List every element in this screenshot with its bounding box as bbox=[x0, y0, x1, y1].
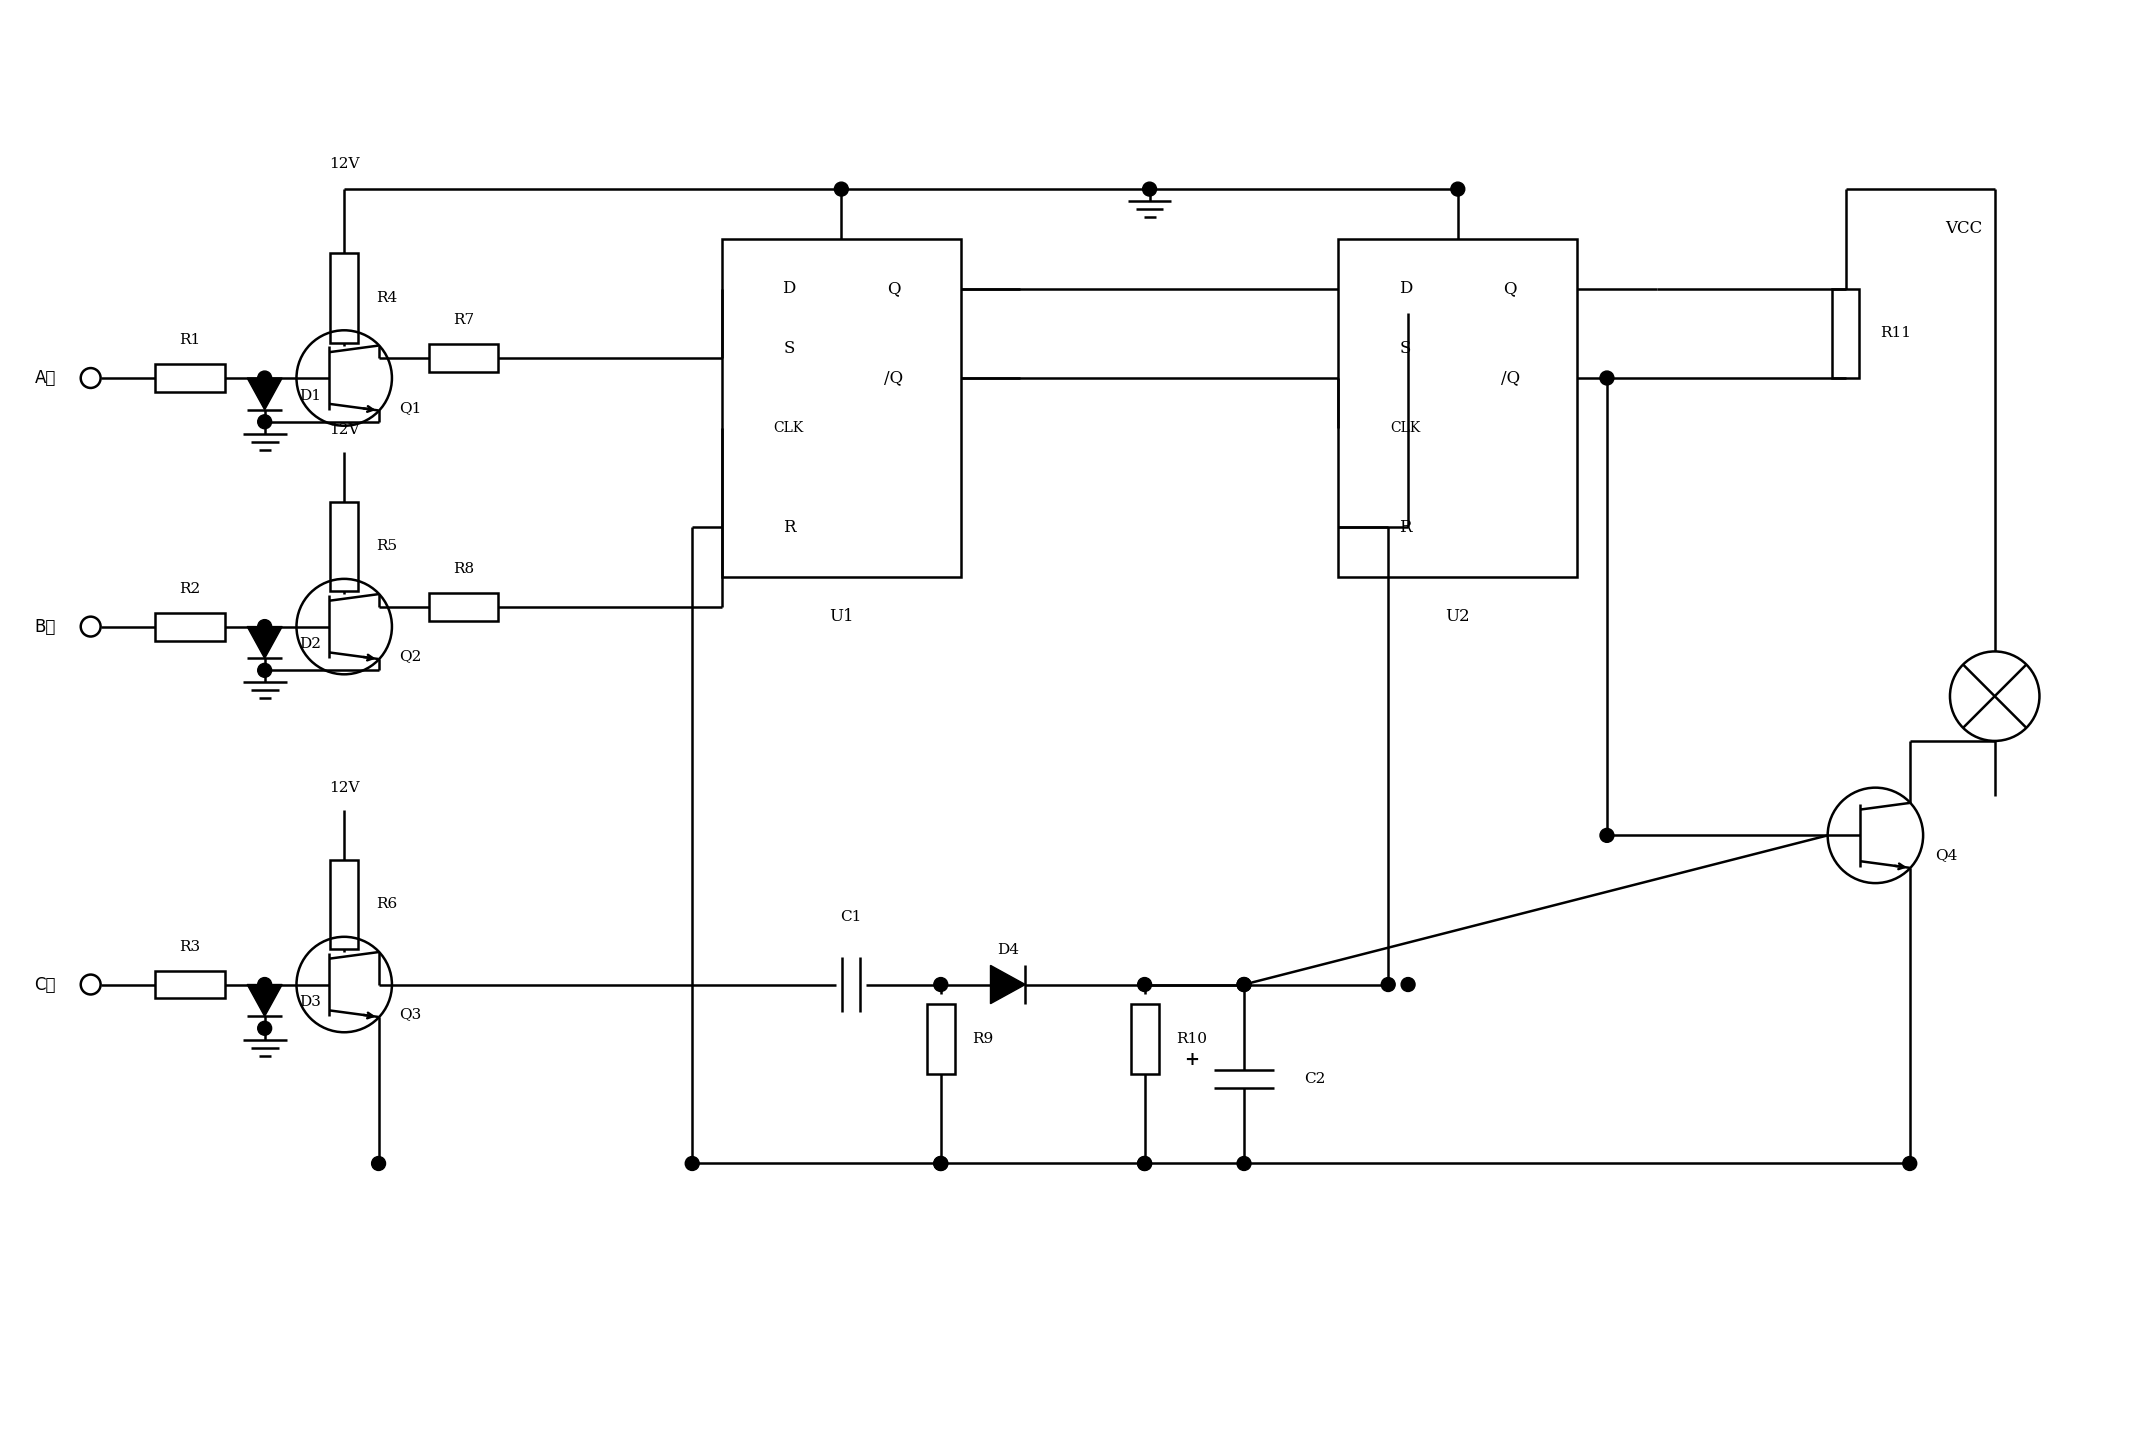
Text: U1: U1 bbox=[829, 609, 854, 625]
Circle shape bbox=[1138, 977, 1151, 992]
Text: S: S bbox=[1399, 339, 1412, 357]
Text: R11: R11 bbox=[1881, 326, 1911, 341]
Bar bbox=[1339, 239, 1577, 577]
Circle shape bbox=[934, 977, 947, 992]
Circle shape bbox=[258, 977, 271, 992]
Text: Q4: Q4 bbox=[1935, 849, 1958, 862]
Bar bbox=[329, 502, 357, 591]
Text: R1: R1 bbox=[179, 333, 200, 347]
Polygon shape bbox=[247, 984, 282, 1016]
Text: /Q: /Q bbox=[884, 370, 904, 386]
Text: R5: R5 bbox=[377, 539, 398, 553]
Text: R9: R9 bbox=[973, 1032, 994, 1047]
Text: R8: R8 bbox=[452, 562, 473, 577]
Bar bbox=[428, 344, 499, 373]
Circle shape bbox=[258, 664, 271, 677]
Text: CLK: CLK bbox=[775, 421, 805, 435]
Circle shape bbox=[1902, 1156, 1917, 1171]
Bar bbox=[329, 859, 357, 949]
Circle shape bbox=[1143, 182, 1156, 197]
Circle shape bbox=[1237, 977, 1250, 992]
Bar bbox=[428, 593, 499, 620]
Text: Q2: Q2 bbox=[398, 649, 422, 664]
Polygon shape bbox=[247, 626, 282, 658]
Text: C1: C1 bbox=[841, 910, 863, 925]
Text: Q: Q bbox=[1504, 280, 1517, 297]
Text: D2: D2 bbox=[299, 638, 321, 651]
Polygon shape bbox=[247, 379, 282, 409]
Bar bbox=[928, 1005, 955, 1075]
Circle shape bbox=[1599, 828, 1614, 843]
Circle shape bbox=[1237, 977, 1250, 992]
Circle shape bbox=[934, 1156, 947, 1171]
Circle shape bbox=[1237, 1156, 1250, 1171]
Circle shape bbox=[1450, 182, 1466, 197]
Text: Q3: Q3 bbox=[398, 1008, 422, 1021]
Text: R3: R3 bbox=[179, 939, 200, 954]
Circle shape bbox=[1138, 1156, 1151, 1171]
Bar bbox=[155, 971, 226, 999]
Text: R: R bbox=[783, 518, 794, 536]
Text: 12V: 12V bbox=[329, 780, 359, 795]
Text: R4: R4 bbox=[377, 291, 398, 304]
Text: U2: U2 bbox=[1446, 609, 1470, 625]
Circle shape bbox=[1382, 977, 1394, 992]
Bar bbox=[155, 364, 226, 392]
Circle shape bbox=[684, 1156, 699, 1171]
Text: /Q: /Q bbox=[1500, 370, 1519, 386]
Bar bbox=[329, 253, 357, 342]
Text: A相: A相 bbox=[34, 368, 56, 387]
Text: R10: R10 bbox=[1177, 1032, 1207, 1047]
Text: 12V: 12V bbox=[329, 157, 359, 172]
Text: C相: C相 bbox=[34, 976, 56, 993]
Text: Q: Q bbox=[887, 280, 900, 297]
Text: 12V: 12V bbox=[329, 424, 359, 437]
Bar bbox=[155, 613, 226, 641]
Circle shape bbox=[934, 1156, 947, 1171]
Text: +: + bbox=[1184, 1051, 1199, 1069]
Circle shape bbox=[1138, 1156, 1151, 1171]
Bar bbox=[723, 239, 960, 577]
Polygon shape bbox=[990, 965, 1024, 1003]
Text: D4: D4 bbox=[996, 942, 1018, 957]
Circle shape bbox=[835, 182, 848, 197]
Circle shape bbox=[372, 1156, 385, 1171]
Text: R: R bbox=[1399, 518, 1412, 536]
Text: CLK: CLK bbox=[1390, 421, 1420, 435]
Text: B相: B相 bbox=[34, 617, 56, 636]
Text: D: D bbox=[1399, 280, 1412, 297]
Bar bbox=[1831, 288, 1859, 379]
Text: R2: R2 bbox=[179, 582, 200, 596]
Text: D: D bbox=[781, 280, 796, 297]
Circle shape bbox=[1599, 371, 1614, 384]
Text: C2: C2 bbox=[1304, 1072, 1326, 1086]
Text: VCC: VCC bbox=[1945, 220, 1982, 237]
Text: D3: D3 bbox=[299, 994, 321, 1009]
Text: Q1: Q1 bbox=[398, 400, 422, 415]
Circle shape bbox=[258, 371, 271, 384]
Text: D1: D1 bbox=[299, 389, 321, 402]
Circle shape bbox=[258, 620, 271, 633]
Text: S: S bbox=[783, 339, 794, 357]
Circle shape bbox=[258, 1021, 271, 1035]
Circle shape bbox=[258, 415, 271, 428]
Circle shape bbox=[1401, 977, 1416, 992]
Bar bbox=[1130, 1005, 1158, 1075]
Text: R6: R6 bbox=[377, 897, 398, 911]
Text: R7: R7 bbox=[452, 313, 473, 328]
